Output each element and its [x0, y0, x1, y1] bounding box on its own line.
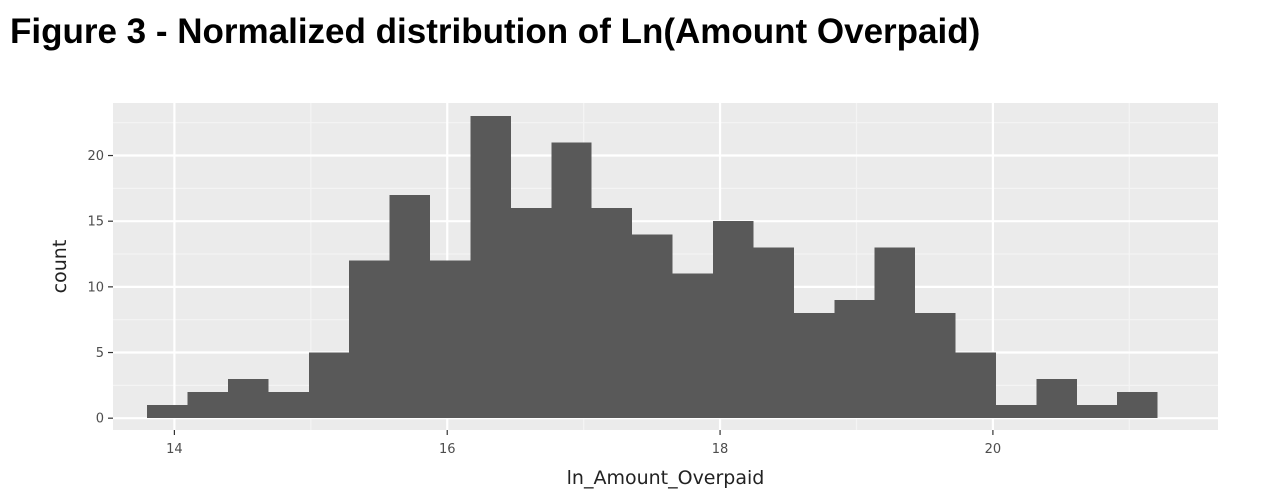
histogram-bar — [1117, 391, 1158, 419]
histogram-bar — [308, 352, 350, 419]
histogram-bar — [995, 405, 1037, 419]
y-tick-label: 10 — [87, 280, 104, 295]
histogram-bars — [147, 116, 1158, 419]
y-tick-label: 15 — [87, 215, 104, 230]
histogram-bar — [672, 273, 714, 419]
histogram-bar — [551, 142, 592, 419]
y-tick-label: 5 — [96, 346, 104, 361]
histogram-bar — [591, 208, 633, 419]
y-axis-label: count — [49, 240, 71, 294]
histogram-bar — [793, 313, 835, 419]
x-tick-label: 14 — [166, 442, 183, 457]
x-axis-label: ln_Amount_Overpaid — [567, 467, 765, 489]
histogram-bar — [713, 221, 754, 419]
x-axis: 14 16 18 20 — [166, 430, 1001, 457]
histogram-bar — [955, 352, 996, 419]
histogram-bar — [187, 391, 228, 419]
histogram-bar — [753, 247, 794, 419]
histogram-bar — [834, 299, 875, 419]
histogram-bar — [632, 234, 673, 419]
histogram-bar — [510, 208, 552, 419]
histogram-bar — [874, 247, 916, 419]
figure-title: Figure 3 - Normalized distribution of Ln… — [10, 12, 981, 51]
y-tick-label: 20 — [87, 149, 104, 164]
histogram-bar — [1076, 405, 1118, 419]
y-axis: 0 5 10 15 20 — [87, 149, 113, 427]
histogram-bar — [430, 260, 471, 419]
histogram-bar — [227, 378, 269, 419]
histogram-bar — [389, 194, 431, 419]
histogram-bar — [915, 313, 956, 419]
histogram-bar — [147, 405, 188, 419]
histogram-bar — [349, 260, 390, 419]
histogram-bar — [268, 391, 309, 419]
x-tick-label: 18 — [712, 442, 729, 457]
x-tick-label: 16 — [439, 442, 456, 457]
y-tick-label: 0 — [96, 412, 104, 427]
x-tick-label: 20 — [985, 442, 1002, 457]
histogram-bar — [1036, 378, 1077, 419]
histogram-bar — [470, 116, 511, 419]
